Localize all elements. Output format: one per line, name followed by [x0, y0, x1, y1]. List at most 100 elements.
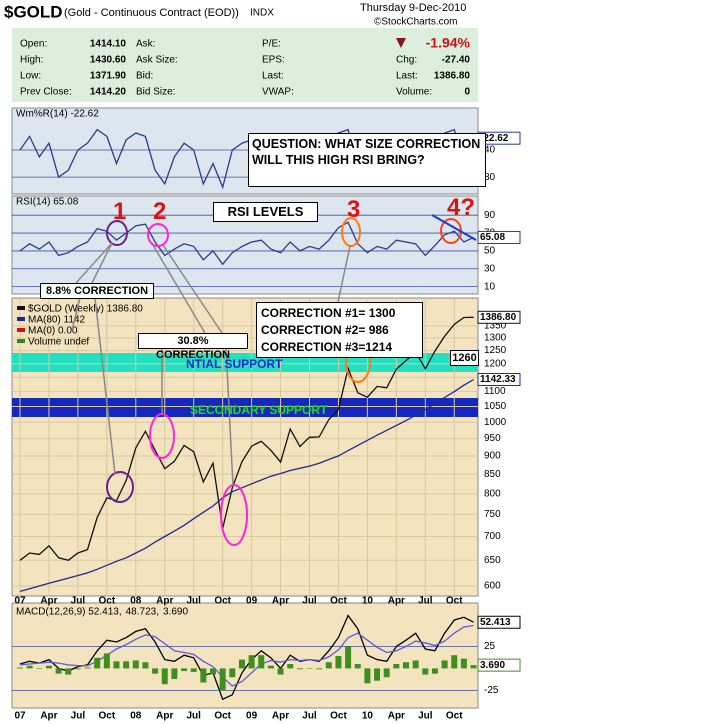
legend-label: MACD(12,26,9) 52.413,	[16, 607, 122, 618]
exchange: INDX	[250, 8, 274, 19]
quote-value: -27.40	[442, 55, 471, 66]
quote-label: Ask:	[136, 39, 155, 50]
quote-label: Chg:	[396, 55, 417, 66]
histogram-bar	[335, 656, 342, 669]
correction-label: 8.8% CORRECTION	[40, 283, 154, 299]
x-tick-label: Oct	[446, 711, 463, 722]
histogram-bar	[325, 662, 332, 669]
x-tick-label: 07	[14, 711, 26, 722]
quote-value: 0	[464, 87, 470, 98]
x-tick-label: Oct	[99, 711, 116, 722]
histogram-bar	[123, 661, 130, 669]
x-tick-label: 10	[362, 596, 374, 607]
y-tick-label: 1000	[484, 417, 507, 428]
x-tick-label: Oct	[214, 596, 231, 607]
quote-value: 1371.90	[90, 71, 127, 82]
histogram-bar	[345, 646, 352, 669]
x-tick-label: Apr	[272, 711, 289, 722]
connector	[94, 297, 116, 475]
histogram-bar	[74, 668, 81, 670]
x-tick-label: 08	[130, 596, 142, 607]
x-tick-label: 10	[362, 711, 374, 722]
histogram-bar	[17, 667, 23, 669]
quote-label: Prev Close:	[20, 87, 72, 98]
series-line	[19, 378, 474, 593]
value-label-box	[477, 658, 521, 672]
connector	[162, 244, 223, 334]
x-tick-label: Apr	[156, 596, 173, 607]
y-tick-label: 90	[484, 210, 496, 221]
histogram-bar	[287, 663, 294, 669]
y-tick-label: 10	[484, 281, 496, 292]
value-label: 52.413	[480, 617, 511, 628]
histogram-bar	[248, 655, 255, 669]
y-tick-label: 950	[484, 433, 501, 444]
circle	[341, 217, 361, 247]
histogram-bar	[422, 668, 429, 675]
histogram-bar	[460, 658, 467, 669]
connector	[91, 242, 113, 284]
x-tick-label: Oct	[330, 596, 347, 607]
marker-number: 3	[347, 196, 361, 223]
x-tick-label: Apr	[156, 711, 173, 722]
down-arrow	[396, 38, 406, 48]
y-tick-label: 750	[484, 509, 501, 520]
secondary-support-band	[12, 398, 478, 417]
connector	[337, 245, 351, 303]
correction-line: CORRECTION #2= 986	[261, 323, 389, 337]
y-tick-label: 900	[484, 451, 501, 462]
source: ©StockCharts.com	[374, 17, 458, 28]
x-tick-label: Jul	[418, 711, 433, 722]
histogram-bar	[403, 662, 409, 669]
quote-label: Bid Size:	[136, 87, 175, 98]
x-tick-label: Oct	[330, 711, 347, 722]
question-box: QUESTION: WHAT SIZE CORRECTION WILL THIS…	[248, 133, 486, 187]
quote-label: Open:	[20, 39, 47, 50]
x-tick-label: 09	[246, 711, 258, 722]
level-label: 1260	[450, 350, 479, 366]
quote-label: Last:	[262, 71, 284, 82]
macd-panel	[11, 602, 479, 709]
support-label: SECONDARY SUPPORT	[190, 403, 328, 417]
connector	[152, 244, 206, 334]
x-tick-label: Jul	[71, 711, 86, 722]
value-label: 1142.33	[480, 374, 516, 385]
quote-label: VWAP:	[262, 87, 294, 98]
histogram-bar	[94, 657, 101, 669]
histogram-bar	[190, 668, 197, 672]
histogram-bar	[354, 663, 361, 669]
support-label: NTIAL SUPPORT	[186, 357, 283, 371]
y-tick-label: 80	[484, 172, 496, 183]
correction-line: CORRECTION #1= 1300	[261, 306, 396, 320]
histogram-bar	[219, 668, 226, 691]
histogram-bar	[26, 665, 33, 669]
x-tick-label: Jul	[302, 711, 317, 722]
symbol: $GOLD	[4, 2, 63, 21]
marker-number: 2	[153, 198, 167, 225]
histogram-bar	[267, 665, 274, 669]
quote-label: Ask Size:	[136, 55, 178, 66]
histogram-bar	[451, 655, 458, 669]
x-tick-label: Oct	[99, 596, 116, 607]
value-label: -22.62	[480, 133, 509, 144]
x-tick-label: Jul	[71, 596, 86, 607]
quote-value: 1414.10	[90, 39, 127, 50]
x-tick-label: Jul	[302, 596, 317, 607]
x-tick-label: Jul	[186, 596, 201, 607]
x-tick-label: Oct	[446, 596, 463, 607]
quote-label: Low:	[20, 71, 41, 82]
histogram-bar	[45, 665, 52, 669]
legend-label: 3.690	[163, 607, 188, 618]
y-tick-label: 600	[484, 581, 501, 592]
legend-label: 48.723,	[126, 607, 159, 618]
x-tick-label: Oct	[214, 711, 231, 722]
x-tick-label: Jul	[418, 596, 433, 607]
rsi-levels: RSI LEVELS	[213, 202, 318, 222]
quote-label: P/E:	[262, 39, 281, 50]
histogram-bar	[113, 661, 120, 669]
marker-number: 4?	[447, 194, 476, 221]
value-label-box	[477, 372, 521, 386]
legend-swatch	[17, 317, 25, 321]
histogram-bar	[84, 667, 91, 669]
